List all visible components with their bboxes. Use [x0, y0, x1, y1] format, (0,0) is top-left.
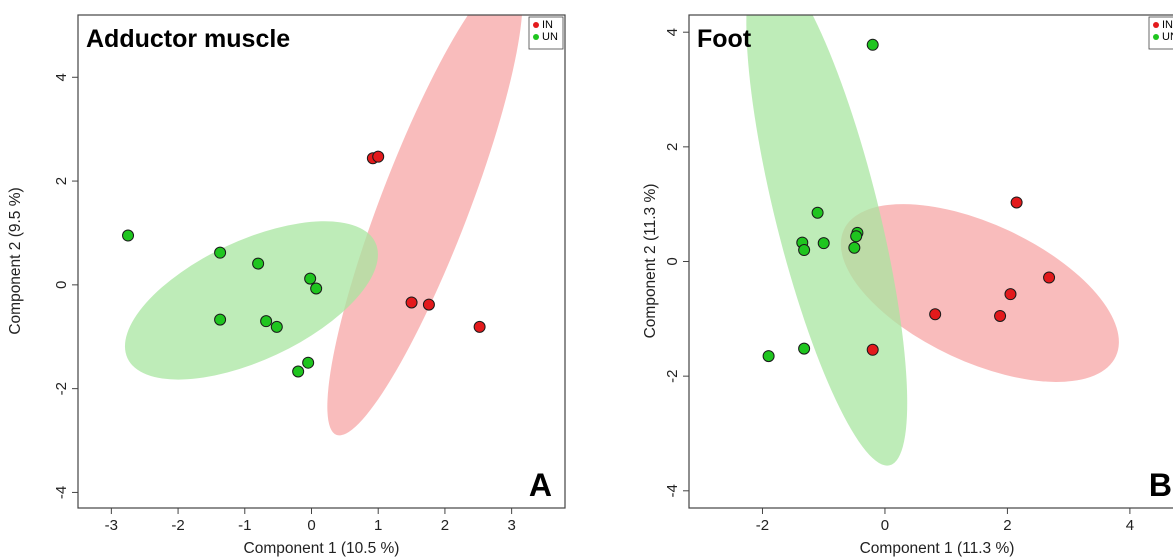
- point-un: [798, 244, 811, 257]
- ellipse-un: [124, 221, 378, 380]
- ellipse-in: [840, 204, 1119, 382]
- x-tick-label: -2: [171, 517, 184, 534]
- point-un: [817, 237, 830, 250]
- point-un: [304, 272, 317, 285]
- point-in: [994, 309, 1007, 322]
- point-un: [214, 246, 227, 259]
- plot-frame: [77, 14, 566, 509]
- x-tick-label: 3: [507, 517, 515, 534]
- x-axis-label: Component 1 (10.5 %): [244, 540, 400, 557]
- y-axis-label: Component 2 (11.3 %): [642, 184, 659, 339]
- panel-title: Foot: [697, 25, 752, 53]
- ellipse-un: [746, 15, 908, 466]
- point-in: [1004, 288, 1017, 301]
- point-in: [422, 298, 435, 311]
- point-in: [929, 308, 942, 321]
- point-un: [270, 320, 283, 333]
- plot-area: [746, 15, 1119, 466]
- panel-a: -3 -2 -1 0 1 2 3 -4 -2 0 2 4 Component 1 (10.5 %) Com…: [7, 14, 566, 557]
- point-un: [310, 282, 323, 295]
- point-un: [850, 230, 863, 243]
- point-un: [798, 342, 811, 355]
- x-tick-label: 2: [1003, 517, 1011, 534]
- x-tick-label: -1: [238, 517, 251, 534]
- panel-b: -2 0 2 4 -4 -2 0 2 4 Component 1 (11.3 %) Componen…: [642, 14, 1173, 557]
- legend-marker-in: [1153, 22, 1159, 28]
- point-in: [866, 343, 879, 356]
- y-tick-label: 4: [664, 28, 681, 36]
- point-un: [848, 241, 861, 254]
- legend-label-un: UN: [542, 31, 558, 43]
- point-un: [811, 206, 824, 219]
- y-tick-label: 4: [53, 73, 70, 81]
- point-in: [1043, 271, 1056, 284]
- y-tick-label: 2: [664, 143, 681, 151]
- point-un: [122, 229, 135, 242]
- ellipse-in: [327, 15, 523, 436]
- point-un: [292, 365, 305, 378]
- point-un: [252, 257, 265, 270]
- legend-label-in: IN: [1162, 19, 1173, 31]
- point-in: [473, 320, 486, 333]
- point-un: [214, 313, 227, 326]
- x-tick-label: 0: [881, 517, 889, 534]
- panel-letter: B: [1149, 467, 1172, 503]
- legend-marker-un: [1153, 34, 1159, 40]
- legend-box: [528, 16, 564, 50]
- x-tick-label: 4: [1126, 517, 1134, 534]
- y-tick-label: 0: [53, 281, 70, 289]
- y-tick-label: -2: [664, 369, 681, 382]
- point-un: [866, 38, 879, 51]
- legend-label-un: UN: [1162, 31, 1173, 43]
- x-tick-label: 1: [374, 517, 382, 534]
- legend-label-in: IN: [542, 19, 553, 31]
- legend-marker-in: [533, 22, 539, 28]
- y-tick-label: -4: [664, 484, 681, 497]
- y-tick-label: -2: [53, 382, 70, 395]
- y-tick-label: 2: [53, 177, 70, 185]
- y-tick-label: -4: [53, 486, 70, 499]
- x-tick-label: -2: [756, 517, 769, 534]
- point-un: [302, 356, 315, 369]
- y-axis-label: Component 2 (9.5 %): [7, 187, 24, 334]
- legend-marker-un: [533, 34, 539, 40]
- point-in: [372, 150, 385, 163]
- x-tick-label: 0: [307, 517, 315, 534]
- y-tick-label: 0: [664, 257, 681, 265]
- panel-title: Adductor muscle: [86, 25, 290, 53]
- panel-letter: A: [529, 467, 552, 503]
- legend-box: [1148, 16, 1173, 50]
- x-tick-label: 2: [441, 517, 449, 534]
- x-axis-label: Component 1 (11.3 %): [860, 540, 1015, 557]
- plot-area: [122, 15, 523, 436]
- point-un: [260, 315, 273, 328]
- point-in: [1010, 196, 1023, 209]
- point-in: [405, 296, 418, 309]
- point-un: [762, 350, 775, 363]
- x-tick-label: -3: [105, 517, 118, 534]
